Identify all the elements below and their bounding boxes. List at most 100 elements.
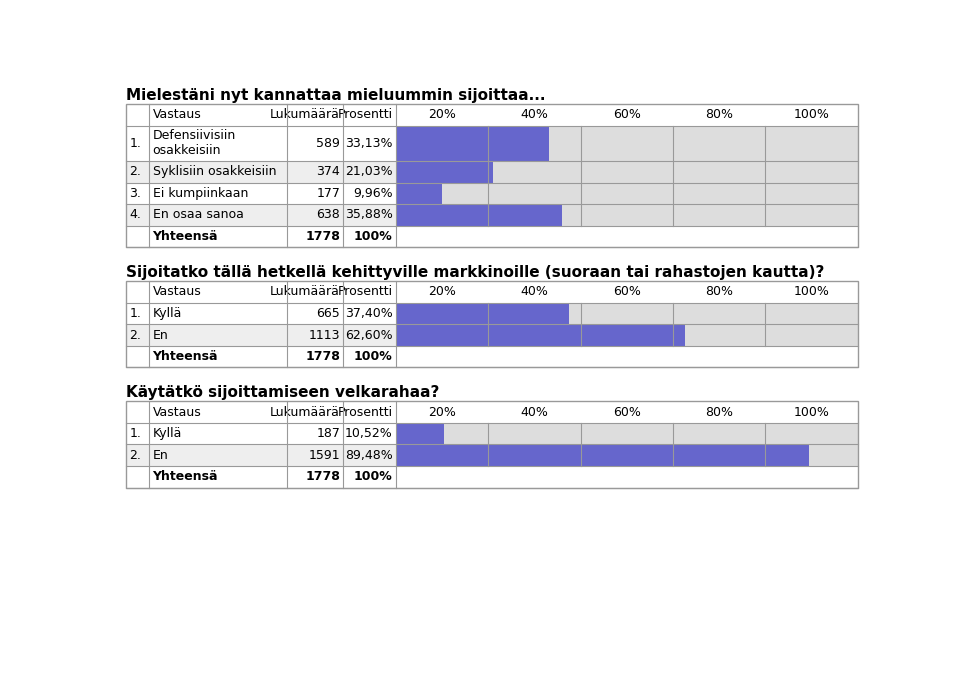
Text: 1.: 1. (130, 427, 141, 440)
Text: Vastaus: Vastaus (153, 406, 202, 418)
Text: 2.: 2. (130, 329, 141, 342)
Text: 1.: 1. (130, 137, 141, 150)
Text: 20%: 20% (428, 109, 456, 121)
Bar (396, 126, 858, 161)
Text: 3.: 3. (130, 187, 141, 200)
Text: 35,88%: 35,88% (345, 208, 393, 222)
Bar (126, 346, 858, 367)
Bar (126, 444, 858, 466)
Bar (126, 104, 858, 126)
Bar (126, 324, 858, 346)
Text: Kyllä: Kyllä (153, 427, 182, 440)
Bar (396, 303, 568, 324)
Text: Syklisiin osakkeisiin: Syklisiin osakkeisiin (153, 165, 276, 178)
Bar (396, 444, 858, 466)
Text: 2.: 2. (130, 449, 141, 462)
Text: 10,52%: 10,52% (345, 427, 393, 440)
Text: Yhteensä: Yhteensä (153, 471, 218, 483)
Bar (126, 161, 858, 182)
Text: 80%: 80% (706, 109, 733, 121)
Text: 1591: 1591 (308, 449, 340, 462)
Text: 60%: 60% (612, 109, 640, 121)
Text: Vastaus: Vastaus (153, 109, 202, 121)
Text: 100%: 100% (354, 471, 393, 483)
Text: Mielestäni nyt kannattaa mieluummin sijoittaa...: Mielestäni nyt kannattaa mieluummin sijo… (126, 87, 545, 103)
Text: Vastaus: Vastaus (153, 286, 202, 299)
Bar (396, 444, 809, 466)
Text: Prosentti: Prosentti (338, 286, 393, 299)
Bar (126, 281, 858, 367)
Bar (396, 182, 442, 204)
Text: Lukumäärä: Lukumäärä (270, 109, 340, 121)
Bar (126, 401, 858, 423)
Text: Lukumäärä: Lukumäärä (270, 286, 340, 299)
Text: Yhteensä: Yhteensä (153, 230, 218, 243)
Text: 374: 374 (317, 165, 340, 178)
Text: Prosentti: Prosentti (338, 406, 393, 418)
Text: Defensiivisiin
osakkeisiin: Defensiivisiin osakkeisiin (153, 129, 236, 158)
Text: En osaa sanoa: En osaa sanoa (153, 208, 244, 222)
Text: 4.: 4. (130, 208, 141, 222)
Text: 1778: 1778 (305, 471, 340, 483)
Text: 100%: 100% (794, 406, 829, 418)
Text: 40%: 40% (520, 406, 548, 418)
Text: 665: 665 (317, 307, 340, 320)
Bar (126, 226, 858, 248)
Bar (126, 182, 858, 204)
Text: 100%: 100% (794, 109, 829, 121)
Bar (396, 324, 685, 346)
Text: Prosentti: Prosentti (338, 109, 393, 121)
Text: Lukumäärä: Lukumäärä (270, 406, 340, 418)
Text: 177: 177 (316, 187, 340, 200)
Text: Kyllä: Kyllä (153, 307, 182, 320)
Text: 1.: 1. (130, 307, 141, 320)
Text: 1778: 1778 (305, 230, 340, 243)
Text: 1113: 1113 (308, 329, 340, 342)
Bar (126, 423, 858, 444)
Text: En: En (153, 449, 168, 462)
Text: 89,48%: 89,48% (345, 449, 393, 462)
Text: Yhteensä: Yhteensä (153, 350, 218, 363)
Text: 60%: 60% (612, 406, 640, 418)
Text: 20%: 20% (428, 406, 456, 418)
Text: 62,60%: 62,60% (346, 329, 393, 342)
Text: 80%: 80% (706, 406, 733, 418)
Bar (396, 182, 858, 204)
Text: 40%: 40% (520, 109, 548, 121)
Text: 100%: 100% (794, 286, 829, 299)
Text: 2.: 2. (130, 165, 141, 178)
Text: 187: 187 (316, 427, 340, 440)
Bar (396, 303, 858, 324)
Bar (396, 161, 858, 182)
Text: 80%: 80% (706, 286, 733, 299)
Bar (396, 423, 858, 444)
Text: 37,40%: 37,40% (345, 307, 393, 320)
Text: Ei kumpiinkaan: Ei kumpiinkaan (153, 187, 248, 200)
Text: 589: 589 (316, 137, 340, 150)
Bar (396, 324, 858, 346)
Text: 100%: 100% (354, 350, 393, 363)
Bar (396, 423, 444, 444)
Text: 40%: 40% (520, 286, 548, 299)
Bar (126, 303, 858, 324)
Text: 638: 638 (317, 208, 340, 222)
Bar (396, 204, 858, 226)
Text: 20%: 20% (428, 286, 456, 299)
Text: 33,13%: 33,13% (346, 137, 393, 150)
Bar (126, 466, 858, 488)
Bar (126, 401, 858, 488)
Text: 21,03%: 21,03% (346, 165, 393, 178)
Text: Sijoitatko tällä hetkellä kehittyville markkinoille (suoraan tai rahastojen kaut: Sijoitatko tällä hetkellä kehittyville m… (126, 265, 825, 280)
Text: 1778: 1778 (305, 350, 340, 363)
Bar (396, 204, 562, 226)
Text: 9,96%: 9,96% (353, 187, 393, 200)
Text: En: En (153, 329, 168, 342)
Text: 100%: 100% (354, 230, 393, 243)
Text: Käytätkö sijoittamiseen velkarahaa?: Käytätkö sijoittamiseen velkarahaa? (126, 385, 440, 400)
Bar (126, 104, 858, 248)
Bar (396, 161, 493, 182)
Bar (126, 204, 858, 226)
Bar (396, 126, 549, 161)
Bar (126, 126, 858, 161)
Text: 60%: 60% (612, 286, 640, 299)
